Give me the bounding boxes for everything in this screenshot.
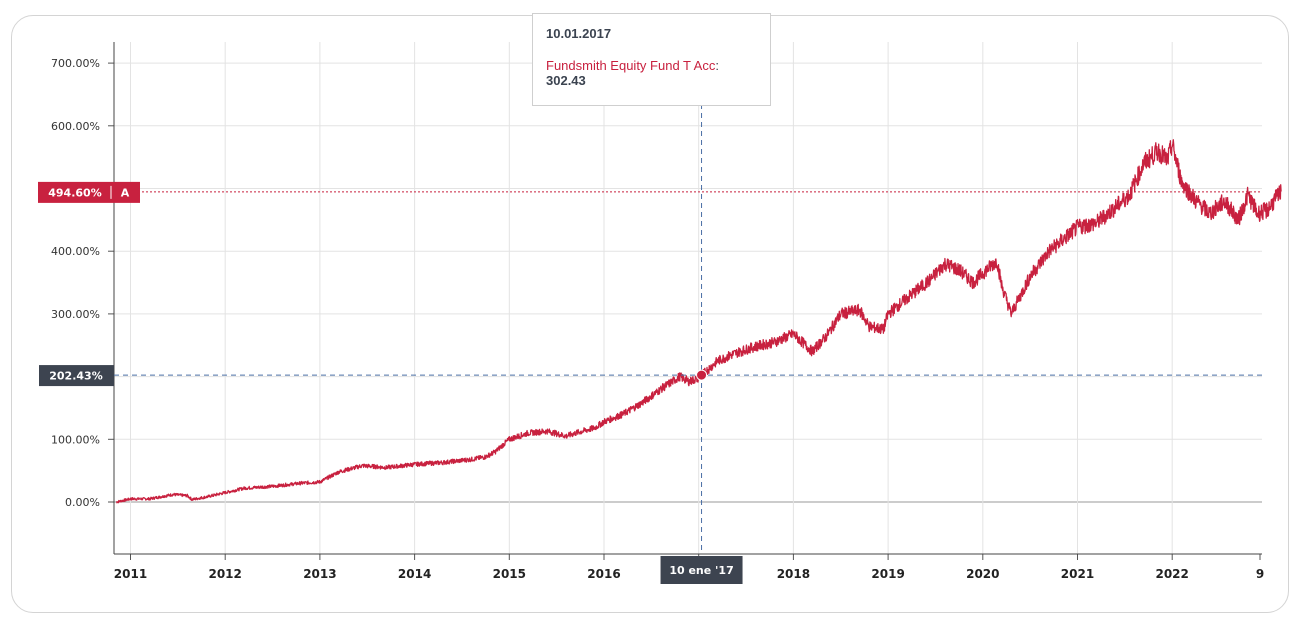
last-value-label: 494.60% — [48, 186, 101, 199]
y-tick-label: 600.00% — [51, 120, 100, 133]
y-tick-label: 100.00% — [51, 433, 100, 446]
tooltip-value: 302.43 — [546, 73, 586, 88]
x-tick-label: 2013 — [303, 567, 336, 581]
tooltip-series-name: Fundsmith Equity Fund T Acc — [546, 58, 716, 73]
x-tick-label: 2014 — [398, 567, 431, 581]
chart-axes — [108, 42, 1262, 560]
x-tick-label: 9 — [1256, 567, 1264, 581]
chart-grid — [114, 42, 1262, 554]
crosshair-x-label-bg — [660, 556, 743, 584]
x-tick-label: 2016 — [587, 567, 620, 581]
x-tick-label: 2020 — [966, 567, 999, 581]
series-letter-label: A — [121, 186, 130, 199]
x-tick-label: 2018 — [777, 567, 810, 581]
x-tick-label: 2015 — [493, 567, 526, 581]
chart-tooltip: 10.01.2017 Fundsmith Equity Fund T Acc: … — [532, 13, 771, 106]
x-axis-ticks: 2011201220132014201520162017201820192020… — [114, 567, 1264, 581]
y-axis-ticks: 0.00%100.00%200.00%300.00%400.00%500.00%… — [51, 57, 100, 509]
tooltip-series-row: Fundsmith Equity Fund T Acc: — [546, 58, 757, 73]
y-tick-label: 300.00% — [51, 308, 100, 321]
x-tick-label: 2012 — [208, 567, 241, 581]
hover-point-marker — [696, 369, 708, 381]
crosshair-x-label: 10 ene '17 — [669, 564, 733, 577]
x-tick-label: 2011 — [114, 567, 147, 581]
x-tick-label: 2019 — [871, 567, 904, 581]
tooltip-date: 10.01.2017 — [546, 26, 612, 41]
y-tick-label: 0.00% — [65, 496, 100, 509]
x-tick-label: 2021 — [1061, 567, 1094, 581]
x-tick-label: 2022 — [1155, 567, 1188, 581]
last-value-badge — [38, 181, 140, 203]
crosshair-y-label-bg — [39, 365, 114, 387]
y-tick-label: 400.00% — [51, 245, 100, 258]
y-tick-label: 700.00% — [51, 57, 100, 70]
crosshair-y-label: 202.43% — [49, 370, 102, 383]
tooltip-colon: : — [715, 58, 719, 73]
